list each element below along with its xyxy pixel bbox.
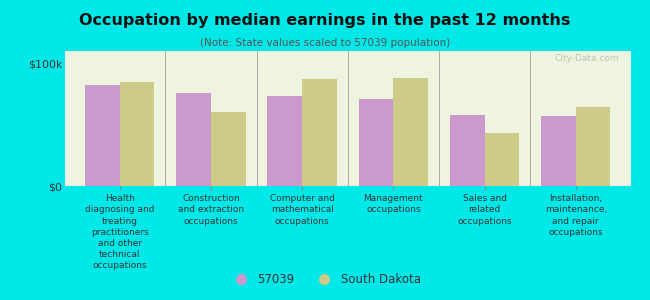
Bar bbox=[211, 112, 246, 186]
Bar bbox=[450, 115, 484, 186]
Bar bbox=[484, 133, 519, 186]
Bar bbox=[176, 93, 211, 186]
Bar bbox=[576, 107, 610, 186]
Bar bbox=[541, 116, 576, 186]
Bar bbox=[302, 79, 337, 186]
Text: City-Data.com: City-Data.com bbox=[554, 54, 619, 63]
Bar bbox=[393, 78, 428, 186]
Bar bbox=[120, 82, 155, 186]
Bar bbox=[268, 96, 302, 186]
Legend: 57039, South Dakota: 57039, South Dakota bbox=[224, 269, 426, 291]
Text: (Note: State values scaled to 57039 population): (Note: State values scaled to 57039 popu… bbox=[200, 38, 450, 47]
Bar bbox=[85, 85, 120, 186]
Bar bbox=[359, 99, 393, 186]
Text: Occupation by median earnings in the past 12 months: Occupation by median earnings in the pas… bbox=[79, 14, 571, 28]
